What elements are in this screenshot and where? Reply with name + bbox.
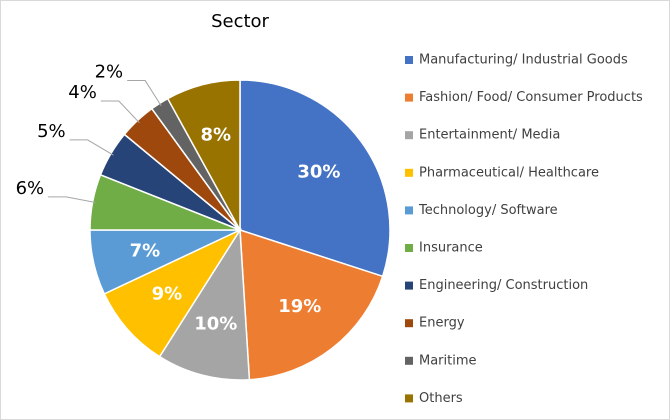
legend: Maritime	[419, 353, 477, 368]
data-label: 6%	[16, 178, 45, 199]
legend-swatch	[405, 356, 413, 365]
legend: Others	[419, 391, 463, 406]
legend: Fashion/ Food/ Consumer Products	[419, 90, 643, 105]
legend: Energy	[419, 316, 465, 331]
legend: Technology/ Software	[418, 203, 558, 218]
data-label: 5%	[37, 121, 66, 142]
leader-line	[100, 100, 140, 124]
data-label: 30%	[297, 162, 340, 183]
legend-swatch	[405, 394, 413, 403]
legend: Pharmaceutical/ Healthcare	[419, 165, 599, 180]
legend: Engineering/ Construction	[419, 278, 588, 293]
pie-slice	[158, 227, 251, 381]
data-label: 7%	[130, 240, 161, 261]
legend-swatch	[405, 56, 413, 64]
legend-swatch	[405, 131, 413, 140]
pie-slice	[239, 79, 391, 278]
pie-slice	[239, 228, 384, 381]
legend: Insurance	[419, 241, 483, 256]
pie-slice	[103, 228, 243, 358]
data-label: 2%	[95, 62, 124, 83]
chart-title: Sector	[211, 11, 269, 32]
data-label: 4%	[68, 82, 97, 103]
legend-swatch	[405, 168, 413, 177]
data-label: 10%	[194, 313, 237, 334]
legend: Manufacturing/ Industrial Goods	[419, 53, 628, 68]
leader-line	[127, 80, 162, 107]
legend-swatch	[405, 206, 413, 215]
legend-swatch	[405, 93, 413, 102]
legend-swatch	[405, 319, 413, 328]
leader-line	[48, 196, 96, 203]
legend-swatch	[405, 244, 413, 252]
legend-swatch	[405, 281, 413, 290]
pie-slice	[166, 79, 241, 231]
legend: Entertainment/ Media	[419, 128, 560, 143]
data-label: 8%	[200, 125, 231, 146]
leader-line	[69, 139, 114, 156]
data-label: 19%	[278, 296, 321, 317]
data-label: 9%	[152, 283, 183, 304]
